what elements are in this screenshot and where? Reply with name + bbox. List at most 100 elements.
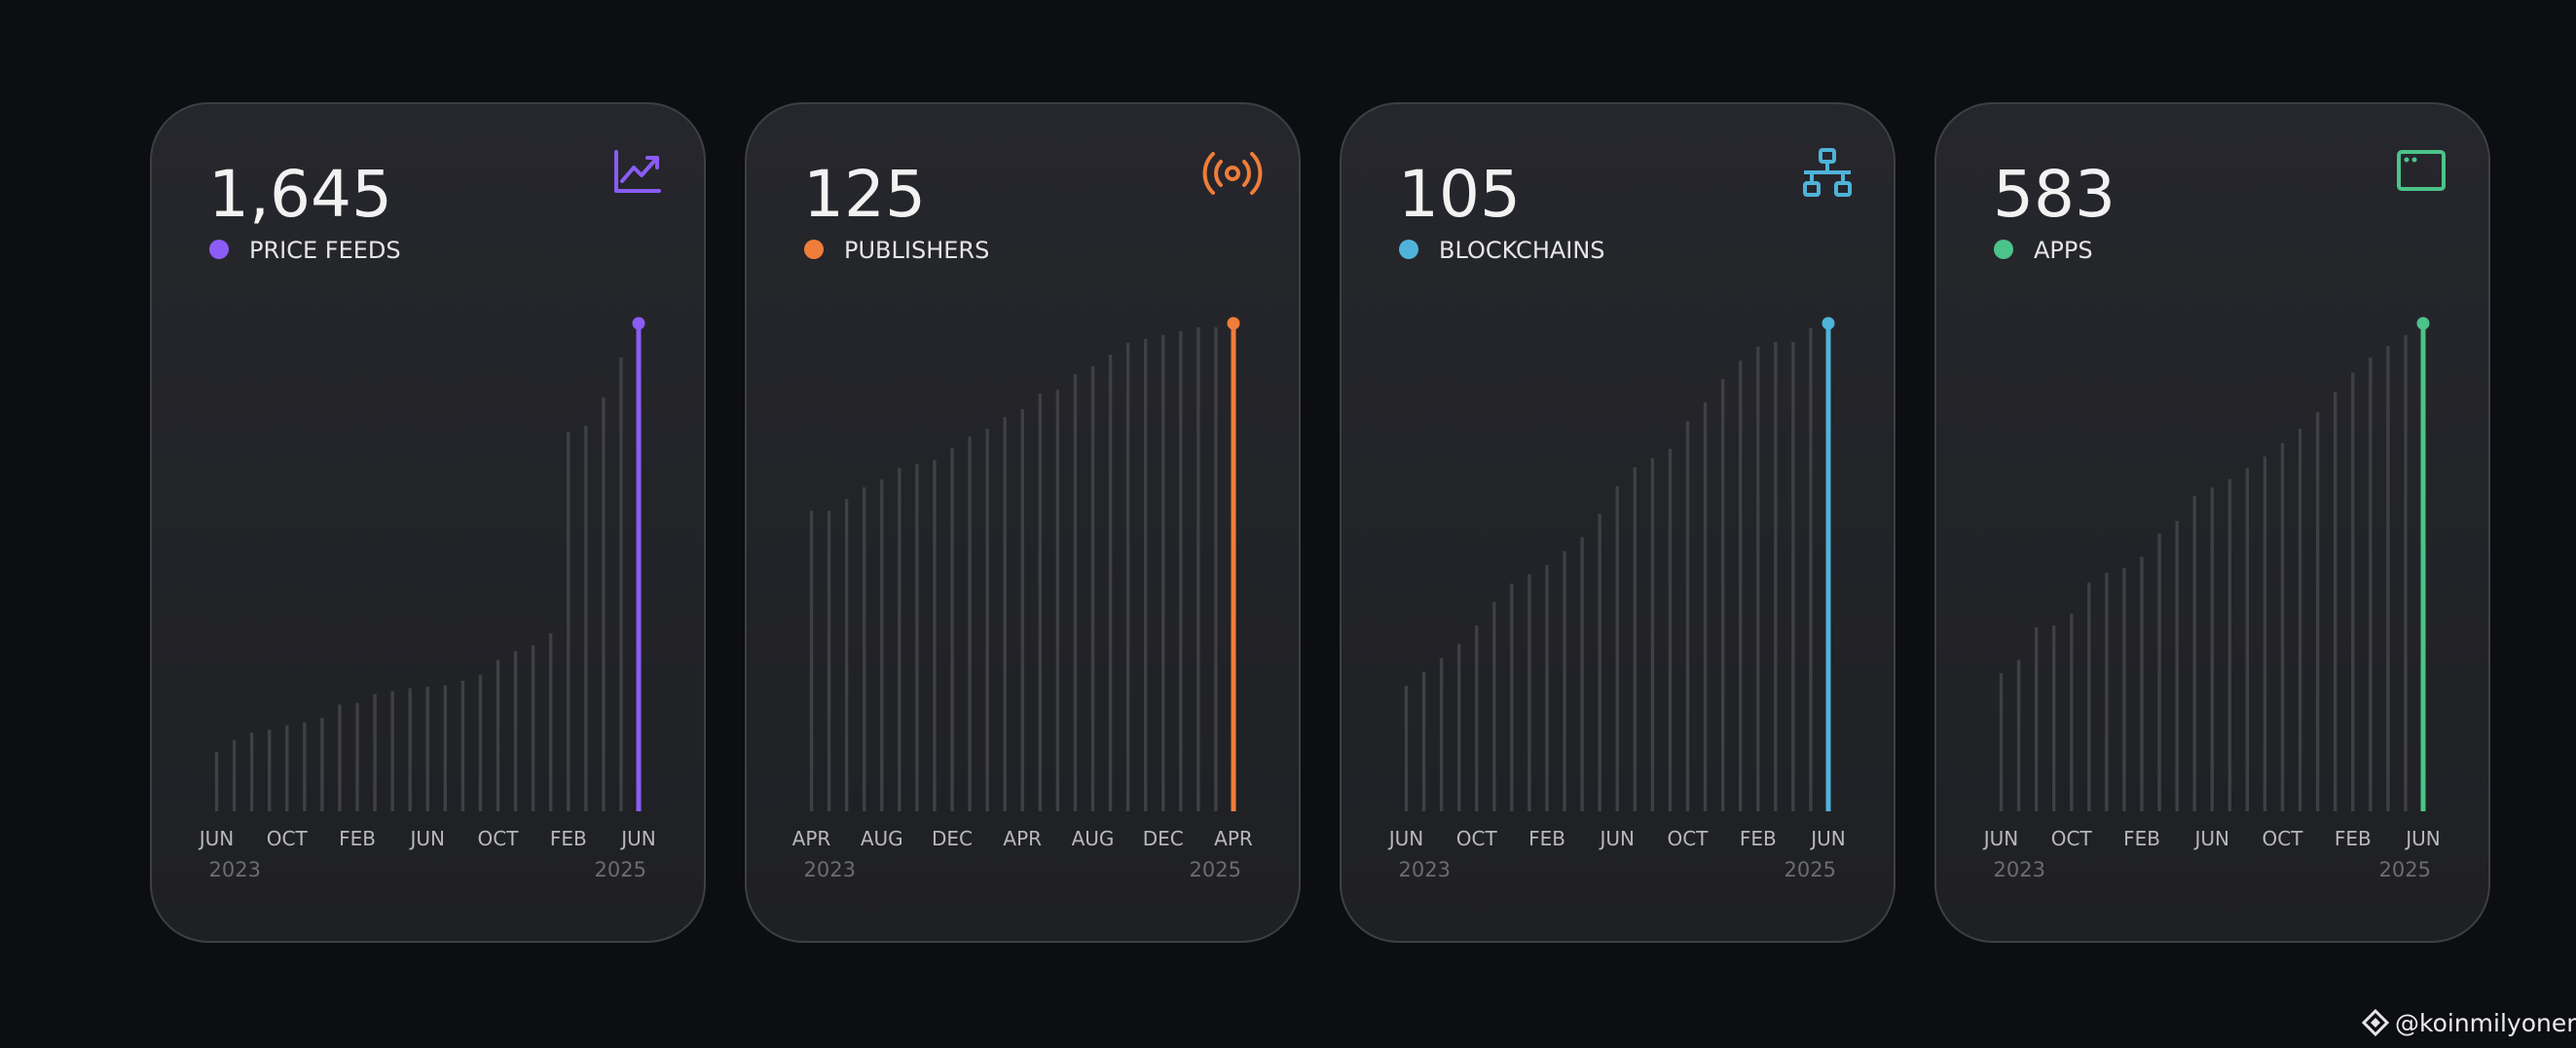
bar xyxy=(1475,625,1479,811)
x-tick-label: DEC xyxy=(932,827,973,850)
x-tick-label: APR xyxy=(1214,827,1253,850)
metric-label: PRICE FEEDS xyxy=(249,237,401,264)
bar xyxy=(933,460,937,811)
bar xyxy=(1421,671,1426,811)
legend-dot xyxy=(1399,240,1418,259)
bar xyxy=(1090,366,1095,811)
bar xyxy=(2122,567,2126,811)
bar xyxy=(355,702,359,811)
bar xyxy=(1650,458,1655,811)
bar xyxy=(1527,574,1531,811)
bar xyxy=(1598,513,1601,811)
bar xyxy=(373,693,377,811)
bar xyxy=(1073,374,1078,811)
bar xyxy=(2034,626,2039,811)
x-tick-label: OCT xyxy=(478,827,520,850)
bar xyxy=(1510,583,1514,811)
bar xyxy=(2298,429,2302,811)
bar xyxy=(1003,417,1007,811)
bar xyxy=(1161,335,1165,811)
bar xyxy=(1020,409,1024,811)
bar xyxy=(303,722,307,811)
bar-end-dot xyxy=(1227,317,1240,330)
bar xyxy=(1825,323,1831,811)
bar xyxy=(1492,602,1496,811)
bar xyxy=(460,680,465,811)
bar xyxy=(1703,402,1708,811)
x-tick-label: JUN xyxy=(619,827,656,850)
bar xyxy=(2420,323,2426,811)
bar xyxy=(1774,342,1778,811)
bar xyxy=(1231,323,1236,811)
bar xyxy=(1143,339,1148,811)
bar xyxy=(478,674,483,811)
x-tick-label: JUN xyxy=(2193,827,2230,850)
bar xyxy=(1738,360,1743,811)
bar xyxy=(880,479,884,811)
bar xyxy=(1633,467,1638,811)
bar xyxy=(2070,614,2074,811)
bar xyxy=(2315,412,2320,811)
headline-value: 583 xyxy=(1993,157,2116,232)
bar xyxy=(1615,486,1619,811)
x-tick-label: FEB xyxy=(550,827,587,850)
x-tick-label: JUN xyxy=(198,827,235,850)
bar xyxy=(827,510,831,811)
bar xyxy=(809,510,814,811)
bar xyxy=(425,687,429,811)
bar xyxy=(968,436,972,811)
bar xyxy=(1404,686,1409,811)
x-tick-label: DEC xyxy=(1143,827,1184,850)
bar xyxy=(844,499,849,811)
bar xyxy=(567,431,570,811)
bar xyxy=(2369,357,2373,811)
bar xyxy=(2333,392,2337,811)
bar xyxy=(2192,496,2196,811)
metric-label: PUBLISHERS xyxy=(844,237,989,264)
legend-dot xyxy=(804,240,824,259)
watermark: @koinmilyoner xyxy=(2395,1009,2576,1037)
bar xyxy=(338,704,342,811)
bar xyxy=(602,397,606,811)
x-tick-label: JUN xyxy=(1982,827,2019,850)
bar-end-dot xyxy=(632,317,645,330)
year-label: 2023 xyxy=(209,858,261,881)
bar xyxy=(985,429,989,811)
bar xyxy=(548,633,553,811)
x-tick-label: OCT xyxy=(1668,827,1710,850)
bar xyxy=(320,718,324,811)
x-tick-label: OCT xyxy=(267,827,309,850)
bar xyxy=(2227,478,2232,811)
bar xyxy=(2087,582,2091,811)
bar xyxy=(531,645,535,811)
x-tick-label: AUG xyxy=(861,827,903,850)
bar xyxy=(2210,487,2214,811)
bar xyxy=(496,659,500,811)
bar xyxy=(2051,625,2056,811)
bar xyxy=(898,468,902,811)
bar xyxy=(1125,343,1130,811)
bar xyxy=(1214,327,1218,811)
bar xyxy=(1055,390,1060,811)
headline-value: 1,645 xyxy=(208,157,392,232)
x-tick-label: OCT xyxy=(1456,827,1498,850)
x-tick-label: FEB xyxy=(2123,827,2160,850)
bar xyxy=(1791,342,1795,811)
bar xyxy=(1179,331,1183,811)
bar xyxy=(636,323,642,811)
bar xyxy=(1038,393,1043,811)
bar xyxy=(2386,346,2390,811)
bar xyxy=(1720,379,1725,811)
bar xyxy=(2105,573,2109,811)
bar xyxy=(862,487,866,811)
bar xyxy=(1756,346,1760,811)
bar xyxy=(1580,537,1584,811)
x-tick-label: JUN xyxy=(1809,827,1846,850)
bar xyxy=(513,651,518,811)
year-label: 2023 xyxy=(1994,858,2045,881)
card-background xyxy=(150,102,706,943)
card: 1,645 PRICE FEEDS JUN OCT FEB JUN OCT FEB JUN 202… xyxy=(150,102,706,943)
bar-end-dot xyxy=(2416,317,2430,330)
